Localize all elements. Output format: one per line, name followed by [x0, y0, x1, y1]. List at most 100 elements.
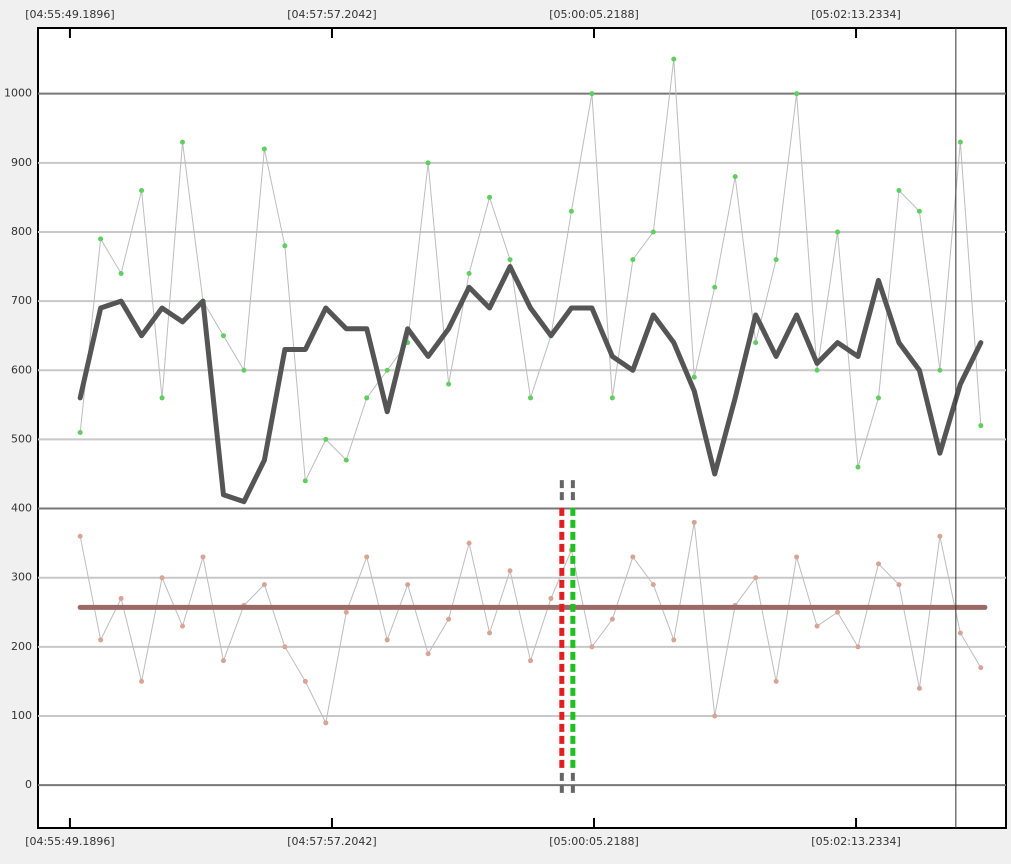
data-point	[487, 630, 493, 636]
y-tick-label: 0	[25, 778, 32, 791]
data-point	[527, 395, 533, 401]
data-point	[364, 554, 370, 560]
y-tick-label: 400	[11, 502, 32, 515]
data-point	[773, 257, 779, 263]
data-point	[691, 374, 697, 380]
data-point	[139, 187, 145, 193]
x-tick-label: [04:55:49.1896]	[25, 8, 114, 21]
data-point	[466, 270, 472, 276]
data-point	[405, 582, 411, 588]
data-point	[446, 381, 452, 387]
data-point	[814, 623, 820, 629]
data-point	[159, 395, 165, 401]
data-point	[487, 194, 493, 200]
data-point	[139, 678, 145, 684]
data-point	[589, 644, 595, 650]
x-tick-label: [04:57:57.2042]	[287, 835, 376, 848]
data-point	[343, 609, 349, 615]
series-line	[77, 264, 984, 505]
data-point	[180, 139, 186, 145]
data-point	[589, 91, 595, 97]
data-point	[753, 340, 759, 346]
data-point	[466, 540, 472, 546]
data-point	[180, 623, 186, 629]
y-tick-label: 200	[11, 640, 32, 653]
data-point	[630, 257, 636, 263]
data-point	[425, 160, 431, 166]
x-tick-label: [05:00:05.2188]	[549, 8, 638, 21]
data-point	[671, 637, 677, 643]
data-point	[384, 367, 390, 373]
data-point	[773, 678, 779, 684]
data-point	[241, 367, 247, 373]
y-tick-label: 800	[11, 225, 32, 238]
data-point	[712, 713, 718, 719]
data-point	[609, 616, 615, 622]
data-point	[691, 519, 697, 525]
data-point	[98, 236, 104, 242]
y-tick-label: 1000	[4, 87, 32, 100]
plot-area	[37, 27, 1007, 829]
y-tick-label: 300	[11, 571, 32, 584]
data-point	[896, 582, 902, 588]
data-point	[916, 208, 922, 214]
data-point	[77, 429, 83, 435]
data-point	[159, 575, 165, 581]
x-tick-label: [04:55:49.1896]	[25, 835, 114, 848]
data-point	[916, 685, 922, 691]
data-point	[814, 367, 820, 373]
data-point	[957, 139, 963, 145]
data-point	[835, 609, 841, 615]
data-point	[364, 395, 370, 401]
data-point	[712, 284, 718, 290]
data-point	[323, 436, 329, 442]
data-point	[650, 229, 656, 235]
data-point	[446, 616, 452, 622]
data-point	[220, 658, 226, 664]
data-point	[384, 637, 390, 643]
data-point	[261, 582, 267, 588]
data-point	[794, 554, 800, 560]
data-point	[302, 678, 308, 684]
data-point	[568, 208, 574, 214]
y-tick-label: 900	[11, 156, 32, 169]
data-point	[875, 561, 881, 567]
data-point	[671, 56, 677, 62]
data-point	[118, 270, 124, 276]
data-point	[753, 575, 759, 581]
data-point	[323, 720, 329, 726]
y-tick-label: 700	[11, 294, 32, 307]
data-point	[507, 257, 513, 263]
data-point	[220, 333, 226, 339]
data-point	[302, 478, 308, 484]
data-point	[835, 229, 841, 235]
data-point	[425, 651, 431, 657]
data-point	[507, 568, 513, 574]
data-point	[98, 637, 104, 643]
data-point	[118, 595, 124, 601]
data-point	[937, 533, 943, 539]
x-tick-label: [05:02:13.2334]	[811, 8, 900, 21]
y-tick-label: 500	[11, 432, 32, 445]
data-point	[957, 630, 963, 636]
data-point	[261, 146, 267, 152]
data-point	[548, 595, 554, 601]
data-point	[527, 658, 533, 664]
data-point	[609, 395, 615, 401]
y-tick-label: 600	[11, 363, 32, 376]
data-point	[855, 644, 861, 650]
data-point	[282, 243, 288, 249]
data-point	[343, 457, 349, 463]
data-point	[978, 423, 984, 429]
data-point	[650, 582, 656, 588]
data-point	[282, 644, 288, 650]
y-tick-label: 100	[11, 709, 32, 722]
x-tick-label: [04:57:57.2042]	[287, 8, 376, 21]
data-point	[630, 554, 636, 560]
data-point	[875, 395, 881, 401]
data-point	[200, 554, 206, 560]
data-point	[896, 187, 902, 193]
data-point	[978, 665, 984, 671]
data-point	[794, 91, 800, 97]
